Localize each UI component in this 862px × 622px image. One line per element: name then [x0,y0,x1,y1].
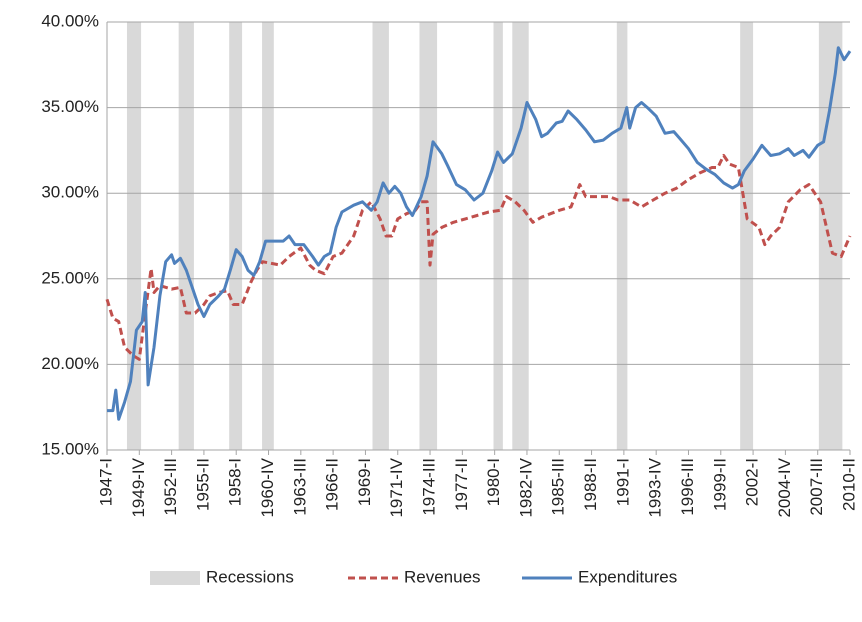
recession-band [126,22,142,450]
x-tick-label: 2007-III [807,458,826,516]
x-tick-label: 1947-I [96,458,115,506]
y-tick-label: 15.00% [41,439,99,458]
x-tick-label: 1982-IV [516,457,535,517]
y-tick-label: 25.00% [41,268,99,287]
x-tick-label: 1993-IV [646,457,665,517]
legend-label: Expenditures [578,567,677,586]
x-tick-label: 1949-IV [129,457,148,517]
x-tick-label: 1980-I [484,458,503,506]
x-tick-label: 1958-I [226,458,245,506]
x-tick-label: 1963-III [290,458,309,516]
recession-band [740,22,754,450]
x-tick-label: 1985-III [549,458,568,516]
x-tick-label: 1966-II [323,458,342,511]
x-tick-label: 1991-I [613,458,632,506]
y-tick-label: 35.00% [41,97,99,116]
legend-label: Revenues [404,567,481,586]
recession-band [372,22,389,450]
y-tick-label: 20.00% [41,354,99,373]
recession-band [512,22,529,450]
x-tick-label: 1996-III [678,458,697,516]
series-line [107,46,852,421]
recession-band [262,22,274,450]
series-line [105,154,852,361]
x-tick-label: 1955-II [193,458,212,511]
x-tick-label: 1977-II [452,458,471,511]
y-tick-label: 30.00% [41,183,99,202]
x-tick-label: 1960-IV [258,457,277,517]
x-tick-label: 2002-I [743,458,762,506]
legend-swatch [150,571,200,585]
recession-band [493,22,503,450]
x-tick-label: 1999-II [710,458,729,511]
recession-band [818,22,843,450]
x-tick-label: 1969-I [355,458,374,506]
x-tick-label: 1952-III [161,458,180,516]
recession-band [616,22,628,450]
x-tick-label: 2010-II [839,458,858,511]
y-tick-label: 40.00% [41,11,99,30]
legend-label: Recessions [206,567,294,586]
x-tick-label: 1974-III [420,458,439,516]
x-tick-label: 1971-IV [387,457,406,517]
recession-band [419,22,438,450]
recession-band [229,22,243,450]
recession-band [178,22,194,450]
x-tick-label: 2004-IV [775,457,794,517]
x-tick-label: 1988-II [581,458,600,511]
